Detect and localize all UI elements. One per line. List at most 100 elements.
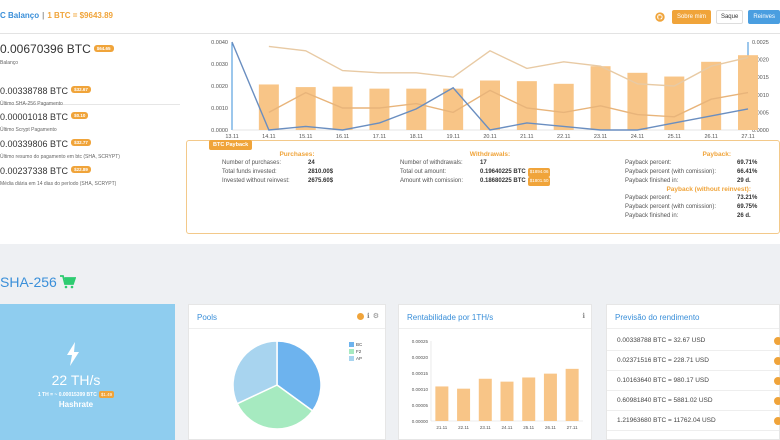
- forecast-dot: [774, 377, 780, 385]
- bar: [553, 83, 574, 130]
- y-tick-right: 0.0015: [752, 75, 769, 81]
- profitability-chart: 0.00025 0.00020 0.00015 0.00010 0.00005 0.000…: [412, 339, 583, 430]
- github-icon[interactable]: [653, 10, 667, 24]
- stat-badge: $0.10: [71, 112, 89, 120]
- withdraw-button[interactable]: Saque: [715, 10, 744, 24]
- gear-icon[interactable]: ⚙: [372, 313, 379, 320]
- x-tick: 27.11: [567, 425, 578, 430]
- main-balance-badge: $64.65: [93, 45, 114, 53]
- bar: [295, 87, 316, 130]
- pools-header: Pools ℹ ⚙: [189, 305, 385, 329]
- pb-row: Number of purchases: 24: [222, 159, 372, 168]
- pb-row: Amount with comission: 0.18680225 BTC $180…: [400, 177, 580, 186]
- stat-payment-summary: 0.00339806 BTC $32.77 Último resumo do pa…: [0, 134, 120, 160]
- forecast-value: 0.10163640 BTC = 980.17 USD: [617, 377, 709, 384]
- pb-label: Amount with comission:: [400, 178, 464, 184]
- stat-label: Média diária em 14 dias do período (SHA,…: [0, 181, 117, 187]
- pb-value: 24: [308, 160, 315, 166]
- pb-value: 2675.60$: [308, 178, 334, 184]
- pb-label: Payback percent (with comission):: [625, 204, 717, 210]
- main-balance-value: 0.00670396 BTC: [0, 42, 91, 56]
- info-icon[interactable]: ℹ: [582, 313, 585, 320]
- x-tick: 21.11: [520, 134, 533, 140]
- pb-row: Invested without reinvest: 2675.60$: [222, 177, 372, 186]
- stat-label: Último resumo do pagamento em btc (SHA, …: [0, 154, 120, 160]
- pb-label: Number of withdrawals:: [400, 160, 463, 166]
- hashrate-value: 22 TH/s: [51, 372, 101, 388]
- pb-label: Payback percent:: [625, 160, 672, 166]
- pb-value: 0.18680225 BTC: [480, 178, 526, 184]
- y-tick: 0.00005: [412, 403, 429, 408]
- bar: [522, 377, 536, 421]
- pb-label: Number of purchases:: [222, 160, 282, 166]
- divider: [0, 104, 180, 105]
- pb-badge: $1894.06: [527, 168, 551, 177]
- stat-value: 0.00338788 BTC: [0, 86, 69, 96]
- legend-swatch: [349, 349, 354, 354]
- y-tick-left: 0.0040: [211, 40, 228, 46]
- bar: [590, 66, 611, 130]
- bar: [369, 88, 390, 130]
- y-tick-right: 0.0025: [752, 40, 769, 46]
- profitability-title: Rentabilidade por 1TH/s: [407, 313, 494, 322]
- purchases-title: Purchases:: [279, 151, 315, 158]
- y-tick-right: 0.0020: [752, 58, 769, 64]
- series-line: [268, 89, 749, 118]
- pb-label: Payback finished in:: [625, 213, 679, 219]
- pools-legend: BC F2 AP: [349, 341, 362, 362]
- y-tick-right: 0.0005: [752, 110, 769, 116]
- balance-panel: 0.00670396 BTC $64.65 Balanço 0.00338788 …: [0, 34, 190, 244]
- y-tick: 0.00020: [412, 355, 429, 360]
- bar: [478, 378, 492, 421]
- pb-label: Total funds invested:: [222, 169, 277, 175]
- reinvest-button[interactable]: Reinves: [748, 10, 780, 24]
- forecast-row: 1.21963680 BTC = 11762.04 USD: [607, 411, 780, 431]
- pb-label: Payback percent (with comission):: [625, 169, 717, 175]
- top-bar: C Balanço | 1 BTC = $9643.89 Sobre mim Saq…: [0, 0, 780, 34]
- cart-icon[interactable]: [59, 275, 76, 289]
- about-button[interactable]: Sobre mim: [671, 10, 711, 24]
- pb-label: Payback finished in:: [625, 178, 679, 184]
- info-icon[interactable]: ℹ: [367, 313, 370, 320]
- forecast-card: Previsão do rendimento 0.00338788 BTC = …: [606, 304, 780, 440]
- x-tick: 24.11: [631, 134, 644, 140]
- stat-value: 0.00001018 BTC: [0, 112, 69, 122]
- forecast-dot: [774, 417, 780, 425]
- forecast-dot: [774, 337, 780, 345]
- hashrate-card: 22 TH/s 1 TH = ~ 0.00015399 BTC $1.49 Has…: [0, 304, 175, 440]
- legend-label: F2: [356, 349, 362, 354]
- x-tick: 26.11: [704, 134, 717, 140]
- y-tick-left: 0.0030: [211, 62, 228, 68]
- pie-icon[interactable]: [357, 312, 365, 320]
- forecast-row: 0.10163640 BTC = 980.17 USD: [607, 371, 780, 391]
- x-tick: 26.11: [545, 425, 556, 430]
- forecast-title: Previsão do rendimento: [615, 313, 700, 322]
- profitability-header-icons: ℹ: [582, 312, 585, 320]
- stat-badge: $22.89: [71, 166, 91, 174]
- y-tick: 0.00010: [412, 387, 429, 392]
- x-tick: 23.11: [480, 425, 491, 430]
- x-tick: 23.11: [594, 134, 607, 140]
- forecast-value: 0.00338788 BTC = 32.67 USD: [617, 337, 706, 344]
- bar: [565, 368, 579, 421]
- pb-value: 2810.00$: [308, 169, 334, 175]
- bar: [543, 373, 557, 421]
- y-tick-left: 0.0010: [211, 106, 228, 112]
- stat-sha-payment: 0.00338788 BTC $32.67 Último SHA-256 Paga…: [0, 81, 91, 107]
- forecast-value: 0.60981840 BTC = 5881.02 USD: [617, 397, 713, 404]
- rate-badge: $1.49: [98, 391, 115, 398]
- withdrawals-column: Withdrawals: Number of withdrawals: 17 To…: [400, 151, 580, 186]
- bolt-icon: [67, 342, 79, 366]
- pb-row: Number of withdrawals: 17: [400, 159, 580, 168]
- x-tick: 22.11: [458, 425, 469, 430]
- x-tick: 24.11: [502, 425, 513, 430]
- pb-row: Payback percent: 73.21%: [625, 194, 761, 203]
- x-tick: 20.11: [483, 134, 496, 140]
- bar: [435, 386, 449, 421]
- y-tick: 0.00015: [412, 371, 429, 376]
- main-balance-label: Balanço: [0, 60, 19, 66]
- forecast-header: Previsão do rendimento: [607, 305, 779, 329]
- bar: [500, 381, 514, 421]
- hashrate-label: Hashrate: [58, 400, 94, 409]
- pb-row: Payback finished in: 26 d.: [625, 212, 761, 221]
